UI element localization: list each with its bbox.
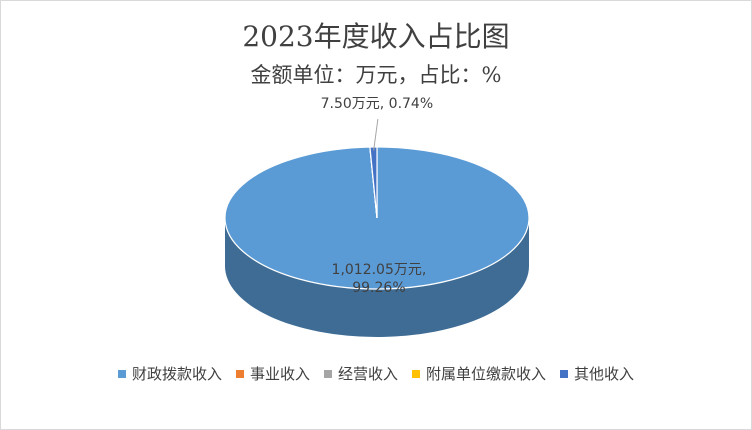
slice-side	[225, 218, 529, 337]
legend-swatch	[323, 369, 332, 378]
leader-line	[373, 119, 379, 151]
slice	[369, 146, 378, 219]
legend-label: 其他收入	[574, 365, 635, 383]
legend-label: 附属单位缴款收入	[426, 365, 547, 383]
legend-swatch	[117, 369, 126, 378]
data-label: 1,012.05万元, 99.26%	[331, 262, 427, 297]
legend: 财政拨款收入 事业收入 经营收入 附属单位缴款收入 其他收入	[1, 363, 751, 384]
legend-label: 经营收入	[337, 365, 398, 383]
legend-item: 经营收入	[323, 363, 398, 384]
legend-item: 其他收入	[560, 363, 634, 384]
legend-label: 事业收入	[249, 365, 310, 383]
chart-subtitle: 金额单位：万元，占比：%	[250, 63, 502, 87]
legend-swatch	[560, 369, 569, 378]
legend-item: 事业收入	[235, 363, 310, 384]
data-label: 7.50万元, 0.74%	[320, 96, 434, 113]
side-shade	[225, 218, 529, 337]
legend-item: 财政拨款收入	[117, 363, 222, 384]
chart-title: 2023年度收入占比图	[242, 20, 510, 53]
legend-label: 财政拨款收入	[131, 365, 222, 383]
legend-swatch	[235, 369, 244, 378]
legend-swatch	[412, 369, 420, 378]
legend-item: 附属单位缴款收入	[412, 363, 546, 384]
